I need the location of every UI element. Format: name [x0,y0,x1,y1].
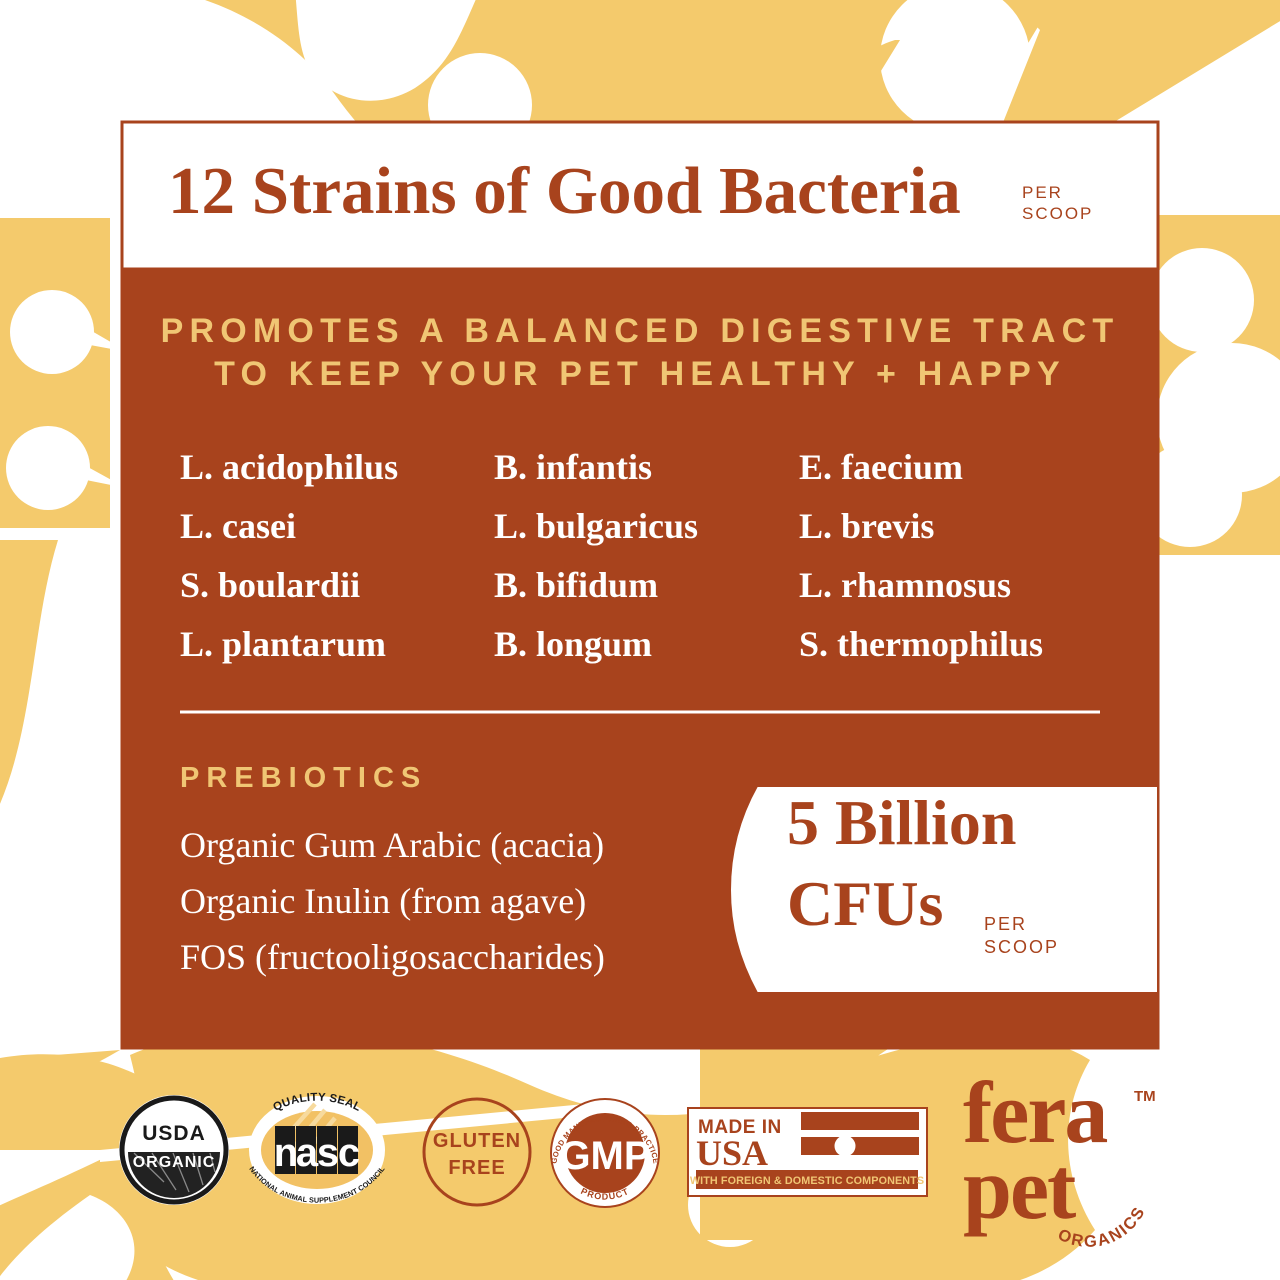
svg-text:c: c [338,1131,360,1175]
svg-text:USA: USA [696,1133,768,1173]
svg-text:n: n [274,1131,296,1175]
svg-text:FREE: FREE [448,1157,505,1179]
svg-text:ORGANIC: ORGANIC [133,1154,216,1171]
svg-text:pet: pet [963,1141,1076,1238]
svg-text:GMP: GMP [559,1134,650,1178]
svg-text:USDA: USDA [142,1122,206,1145]
svg-text:a: a [296,1131,319,1175]
svg-text:s: s [317,1131,338,1175]
svg-text:WITH FOREIGN & DOMESTIC COMPON: WITH FOREIGN & DOMESTIC COMPONENTS [690,1175,924,1187]
svg-text:GLUTEN: GLUTEN [433,1130,521,1152]
svg-text:TM: TM [1134,1088,1156,1105]
